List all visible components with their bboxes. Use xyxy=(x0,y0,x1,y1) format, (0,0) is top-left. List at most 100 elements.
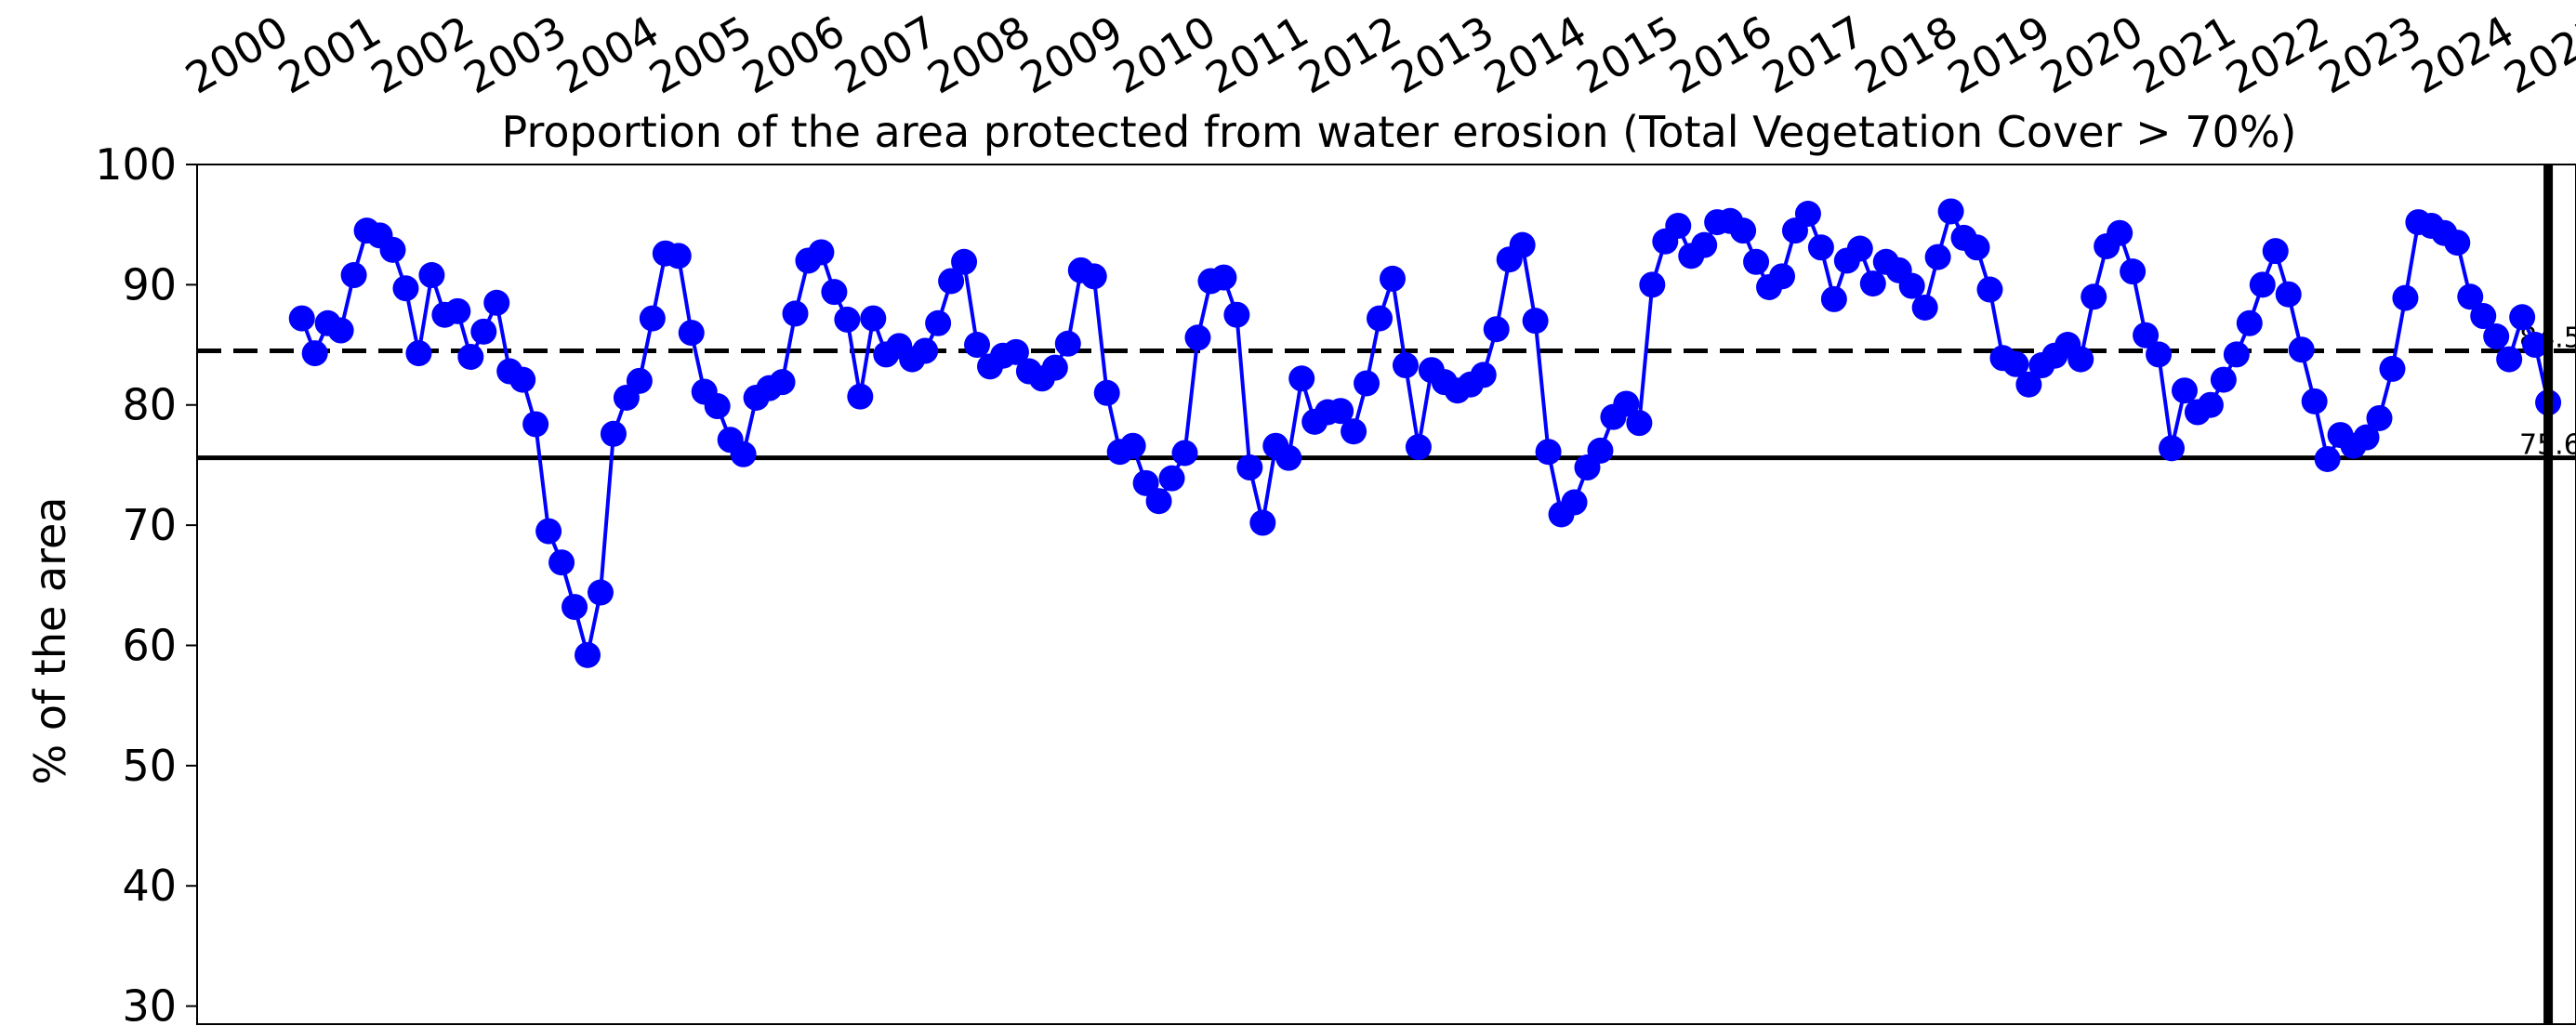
data-point xyxy=(1743,248,1770,275)
data-point xyxy=(2015,371,2042,398)
data-point xyxy=(1911,294,1938,321)
data-point xyxy=(2249,271,2276,298)
data-point xyxy=(1769,263,1796,290)
data-point xyxy=(301,340,328,367)
data-point xyxy=(2353,424,2380,451)
data-point xyxy=(1898,272,1925,299)
data-point xyxy=(2314,445,2341,472)
y-axis-label: % of the area xyxy=(25,497,75,785)
data-point xyxy=(2496,346,2523,373)
data-point xyxy=(1119,432,1146,459)
data-point xyxy=(639,305,666,332)
data-point xyxy=(847,383,874,410)
data-point xyxy=(626,367,653,394)
data-point xyxy=(587,579,614,606)
data-point xyxy=(522,411,549,438)
y-tick-label: 50 xyxy=(122,741,177,791)
data-point xyxy=(808,239,835,266)
data-point xyxy=(1626,410,1653,437)
data-point xyxy=(288,305,315,332)
y-tick-label: 80 xyxy=(122,380,177,430)
data-point xyxy=(1691,231,1718,258)
data-point xyxy=(1509,231,1536,258)
data-point xyxy=(730,441,757,467)
data-point xyxy=(1080,263,1107,290)
data-point xyxy=(1093,379,1120,406)
data-point xyxy=(2379,355,2406,382)
data-point xyxy=(704,393,731,420)
plot-frame xyxy=(196,164,2576,1025)
data-point xyxy=(2133,322,2160,349)
data-point xyxy=(1535,439,1562,466)
chart-title: Proportion of the area protected from wa… xyxy=(502,107,2297,157)
data-point xyxy=(938,268,965,295)
data-point xyxy=(2067,346,2094,373)
y-tick-label: 100 xyxy=(95,139,177,190)
data-point xyxy=(2107,219,2133,246)
data-point xyxy=(1132,469,1159,496)
data-point xyxy=(2210,366,2237,393)
data-point xyxy=(925,309,952,336)
data-point xyxy=(405,340,432,367)
x-tick-labels: 2000200120022003200420052006200720082009… xyxy=(178,6,2576,103)
data-point xyxy=(340,262,367,289)
data-point xyxy=(327,317,354,344)
data-point xyxy=(392,275,419,302)
data-point xyxy=(1288,365,1315,392)
x-tick-label: 2025 xyxy=(2496,6,2576,103)
data-point xyxy=(2159,435,2186,462)
data-point xyxy=(1976,276,2003,303)
data-point xyxy=(2509,304,2536,331)
data-point xyxy=(1730,217,1757,244)
data-point xyxy=(2444,230,2471,256)
data-point xyxy=(951,248,978,275)
y-axis-ticks: 30 40 50 60 70 80 90 100 xyxy=(95,139,197,1026)
y-tick-label: 60 xyxy=(122,620,177,670)
data-point xyxy=(1483,316,1510,343)
data-point xyxy=(1171,440,1198,467)
data-point xyxy=(418,262,445,289)
data-point xyxy=(821,279,848,306)
data-point xyxy=(1341,418,1367,445)
data-point xyxy=(2470,303,2497,330)
data-point xyxy=(2171,377,2198,404)
y-tick-label: 40 xyxy=(122,861,177,911)
data-point xyxy=(1665,212,1692,239)
data-point xyxy=(1405,434,1432,461)
data-point xyxy=(457,343,484,370)
data-point xyxy=(1794,201,1821,228)
data-point xyxy=(2236,309,2263,336)
data-point xyxy=(782,300,809,327)
data-point xyxy=(2366,404,2393,431)
data-point xyxy=(2522,332,2549,359)
data-point xyxy=(535,518,562,545)
data-point xyxy=(379,236,406,263)
data-point xyxy=(2002,350,2029,377)
data-point xyxy=(1470,362,1497,388)
data-point xyxy=(1639,271,1666,298)
y-tick-label: 30 xyxy=(122,981,177,1026)
data-point xyxy=(1522,308,1549,335)
data-point xyxy=(2120,258,2147,285)
data-point xyxy=(964,332,991,359)
data-point xyxy=(1807,234,1834,261)
data-point xyxy=(1392,352,1419,379)
data-point xyxy=(665,243,692,270)
data-point xyxy=(1561,489,1588,516)
data-point xyxy=(1054,330,1081,357)
data-point xyxy=(548,549,575,576)
data-point xyxy=(1145,488,1172,515)
data-point xyxy=(834,306,861,333)
data-point xyxy=(1379,265,1406,292)
data-point xyxy=(470,318,497,345)
data-point xyxy=(600,420,627,447)
series-line xyxy=(299,205,2551,656)
y-tick-label: 70 xyxy=(122,500,177,550)
data-point xyxy=(1613,390,1640,417)
data-point xyxy=(2223,341,2250,368)
data-point xyxy=(1223,301,1250,328)
data-point xyxy=(444,297,471,324)
data-point xyxy=(1249,509,1276,536)
data-point xyxy=(1820,285,1847,312)
